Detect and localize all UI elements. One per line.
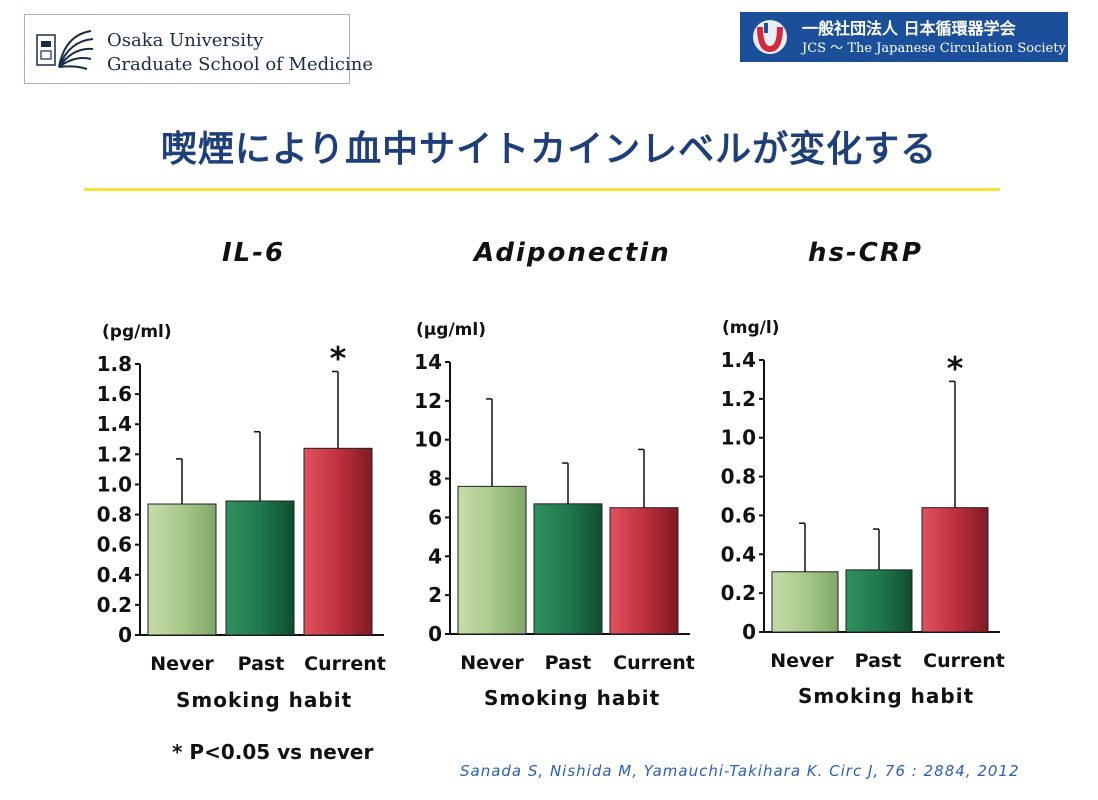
y-tick-label-hscrp: 1.2 (721, 387, 756, 411)
bar-adiponectin-never (457, 485, 527, 635)
y-tick-label-hscrp: 0.8 (721, 465, 756, 489)
y-tick-label-adiponectin: 6 (428, 505, 442, 529)
y-tick-label-adiponectin: 14 (414, 350, 442, 374)
y-tick-label-il6: 1.4 (97, 412, 132, 436)
jcs-english-name: JCS ～ The Japanese Circulation Society (802, 41, 1066, 56)
y-tick-label-hscrp: 0.6 (721, 503, 756, 527)
y-tick-label-adiponectin: 2 (428, 583, 442, 607)
chart-xlabel-il6: Smoking habit (176, 688, 353, 712)
y-tick-label-il6: 1.0 (97, 472, 132, 496)
chart-xlabel-adiponectin: Smoking habit (484, 686, 661, 710)
chart-title-hscrp: hs-CRP (808, 238, 923, 268)
bar-hscrp-current (921, 507, 989, 633)
logo-line-2: Graduate School of Medicine (107, 54, 373, 75)
jcs-heart-icon (753, 20, 787, 54)
title-underline (84, 188, 1000, 191)
y-tick-label-adiponectin: 0 (428, 622, 442, 646)
bar-hscrp-past (845, 569, 913, 633)
bar-adiponectin-past (533, 503, 603, 635)
chart-title-il6: IL-6 (222, 238, 286, 268)
category-label-il6-past: Past (238, 653, 285, 675)
y-tick-label-il6: 0 (118, 623, 132, 647)
y-tick-label-hscrp: 1.4 (721, 348, 756, 372)
chart-title-adiponectin: Adiponectin (474, 238, 671, 268)
y-tick-label-hscrp: 1.0 (721, 426, 756, 450)
category-label-il6-current: Current (304, 653, 386, 675)
y-tick-label-il6: 0.8 (97, 503, 132, 527)
bar-il6-current (303, 447, 373, 636)
y-tick-label-il6: 0.2 (97, 593, 132, 617)
y-tick-label-adiponectin: 8 (428, 467, 442, 491)
category-label-adiponectin-current: Current (613, 652, 695, 674)
category-label-hscrp-current: Current (923, 650, 1005, 672)
bar-hscrp-never (771, 571, 839, 633)
category-label-hscrp-past: Past (855, 650, 902, 672)
university-crest-icon (36, 30, 94, 70)
y-tick-label-hscrp: 0.2 (721, 581, 756, 605)
y-tick-label-il6: 1.6 (97, 382, 132, 406)
chart-unit-adiponectin: (μg/ml) (416, 320, 486, 340)
category-label-hscrp-never: Never (770, 650, 834, 672)
jcs-japanese-name: 一般社団法人 日本循環器学会 (802, 19, 1016, 38)
bar-il6-past (225, 500, 295, 636)
osaka-university-logo: Osaka University Graduate School of Medi… (24, 14, 373, 84)
y-tick-label-hscrp: 0 (742, 620, 756, 644)
citation: Sanada S, Nishida M, Yamauchi-Takihara K… (460, 762, 1020, 780)
y-tick-label-il6: 1.2 (97, 442, 132, 466)
y-tick-label-il6: 0.4 (97, 563, 132, 587)
bar-adiponectin-current (609, 507, 679, 635)
significance-marker-hscrp-current: * (947, 349, 964, 387)
chart-xlabel-hscrp: Smoking habit (798, 684, 975, 708)
category-label-adiponectin-never: Never (460, 652, 524, 674)
jcs-logo: 一般社団法人 日本循環器学会 JCS ～ The Japanese Circul… (740, 12, 1068, 62)
slide-title: 喫煙により血中サイトカインレベルが変化する (160, 129, 938, 170)
logo-line-1: Osaka University (107, 30, 264, 51)
y-tick-label-adiponectin: 12 (414, 389, 442, 413)
chart-unit-il6: (pg/ml) (102, 322, 172, 342)
chart-unit-hscrp: (mg/l) (722, 318, 780, 338)
significance-footnote: * P<0.05 vs never (172, 740, 374, 764)
bar-il6-never (147, 503, 217, 636)
y-tick-label-il6: 0.6 (97, 533, 132, 557)
significance-marker-il6-current: * (330, 340, 347, 378)
category-label-adiponectin-past: Past (545, 652, 592, 674)
category-label-il6-never: Never (150, 653, 214, 675)
y-tick-label-il6: 1.8 (97, 352, 132, 376)
y-tick-label-hscrp: 0.4 (721, 542, 756, 566)
y-tick-label-adiponectin: 4 (428, 544, 442, 568)
y-tick-label-adiponectin: 10 (414, 428, 442, 452)
